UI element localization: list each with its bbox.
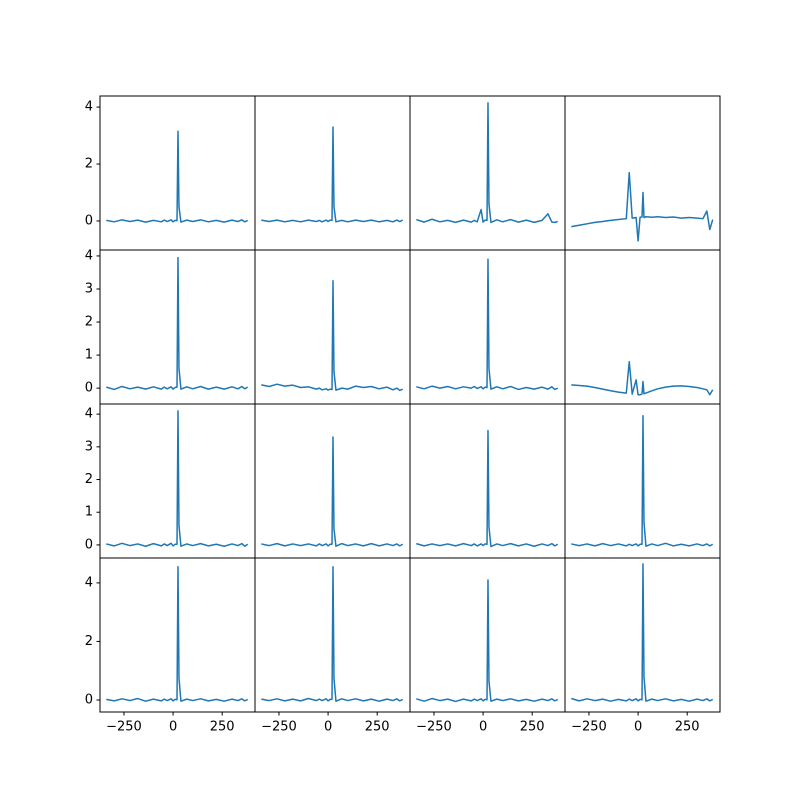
- x-tick-label: 250: [210, 720, 235, 735]
- data-line: [106, 566, 249, 702]
- axes-frame: [564, 95, 721, 251]
- axes-frame: [564, 249, 721, 405]
- x-tick-label: 0: [169, 720, 177, 735]
- x-tick-label: 0: [634, 720, 642, 735]
- plot-area: [106, 410, 249, 547]
- plot-area: [261, 279, 404, 392]
- plot-area: [416, 429, 559, 548]
- y-tick-label: 1: [85, 505, 93, 520]
- plot-area: [416, 258, 559, 391]
- x-tick-label: −250: [106, 720, 142, 735]
- x-tick-label: −250: [571, 720, 607, 735]
- y-tick-label: 0: [85, 213, 93, 228]
- data-line: [416, 429, 559, 548]
- data-line: [261, 566, 404, 702]
- y-tick-label: 4: [85, 100, 93, 115]
- y-tick-label: 4: [85, 407, 93, 422]
- data-line: [571, 415, 714, 547]
- data-line: [571, 563, 714, 702]
- data-line: [261, 126, 404, 223]
- plot-area: [106, 256, 249, 391]
- y-tick-label: 4: [85, 248, 93, 263]
- y-tick-label: 0: [85, 692, 93, 707]
- y-tick-label: 2: [85, 157, 93, 172]
- y-tick-label: 3: [85, 281, 93, 296]
- plot-area: [571, 563, 714, 702]
- y-tick-label: 0: [85, 537, 93, 552]
- y-tick-label: 4: [85, 575, 93, 590]
- data-line: [571, 360, 714, 396]
- data-line: [261, 279, 404, 392]
- plot-area: [416, 102, 558, 224]
- data-line: [571, 171, 714, 242]
- x-tick-label: 250: [520, 720, 545, 735]
- x-tick-label: 250: [365, 720, 390, 735]
- data-line: [106, 256, 249, 391]
- plot-area: [416, 579, 559, 703]
- plot-area: [106, 130, 249, 223]
- data-line: [416, 102, 558, 224]
- data-line: [106, 130, 249, 223]
- data-line: [416, 579, 559, 703]
- y-tick-label: 1: [85, 348, 93, 363]
- y-tick-label: 2: [85, 472, 93, 487]
- plot-area: [571, 171, 714, 242]
- y-tick-label: 2: [85, 315, 93, 330]
- axes-frame: [564, 557, 721, 713]
- y-tick-label: 0: [85, 381, 93, 396]
- data-line: [416, 258, 559, 391]
- plot-area: [261, 126, 404, 223]
- data-line: [106, 410, 249, 547]
- plot-area: [261, 566, 404, 702]
- x-tick-label: 0: [479, 720, 487, 735]
- x-tick-label: −250: [261, 720, 297, 735]
- x-tick-label: −250: [416, 720, 452, 735]
- plot-area: [261, 436, 404, 547]
- x-tick-label: 0: [324, 720, 332, 735]
- x-tick-label: 250: [675, 720, 700, 735]
- plot-area: [106, 566, 249, 702]
- y-tick-label: 2: [85, 634, 93, 649]
- plot-area: [571, 360, 714, 396]
- plot-area: [571, 415, 714, 547]
- y-tick-label: 3: [85, 439, 93, 454]
- data-line: [261, 436, 404, 547]
